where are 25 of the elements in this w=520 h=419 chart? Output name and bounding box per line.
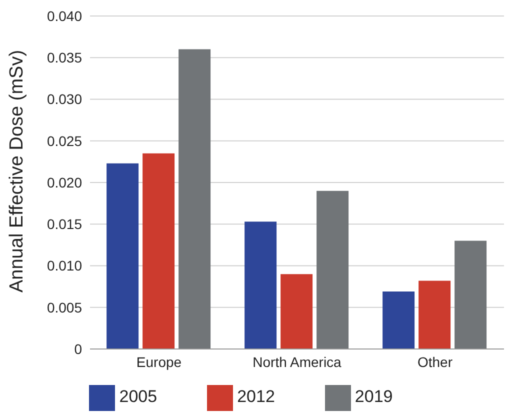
- y-tick-label: 0.030: [46, 91, 82, 108]
- bar: [244, 222, 277, 349]
- y-tick-label: 0.035: [46, 50, 82, 66]
- y-tick-label: 0.020: [46, 174, 82, 190]
- y-tick-label: 0: [74, 340, 82, 357]
- legend-label: 2019: [354, 387, 393, 406]
- bar: [454, 240, 487, 349]
- x-tick-label: Other: [417, 354, 453, 370]
- legend-label: 2012: [237, 387, 275, 406]
- x-tick-label: North America: [252, 354, 342, 370]
- bar: [106, 163, 139, 349]
- x-tick-label: Europe: [136, 354, 182, 370]
- y-tick-label: 0.010: [46, 258, 82, 274]
- y-tick-label: 0.015: [46, 216, 82, 232]
- y-tick-label: 0.025: [46, 132, 82, 149]
- y-tick-label: 0.005: [46, 299, 82, 316]
- bar: [142, 153, 175, 349]
- bar: [418, 280, 451, 349]
- y-tick-label: 0.040: [46, 8, 82, 24]
- bar: [178, 49, 211, 349]
- legend-label: 2005: [119, 387, 158, 406]
- bar: [382, 292, 415, 349]
- y-axis-title: Annual Effective Dose (mSv): [6, 50, 28, 292]
- bar: [280, 274, 313, 349]
- bar: [316, 190, 349, 349]
